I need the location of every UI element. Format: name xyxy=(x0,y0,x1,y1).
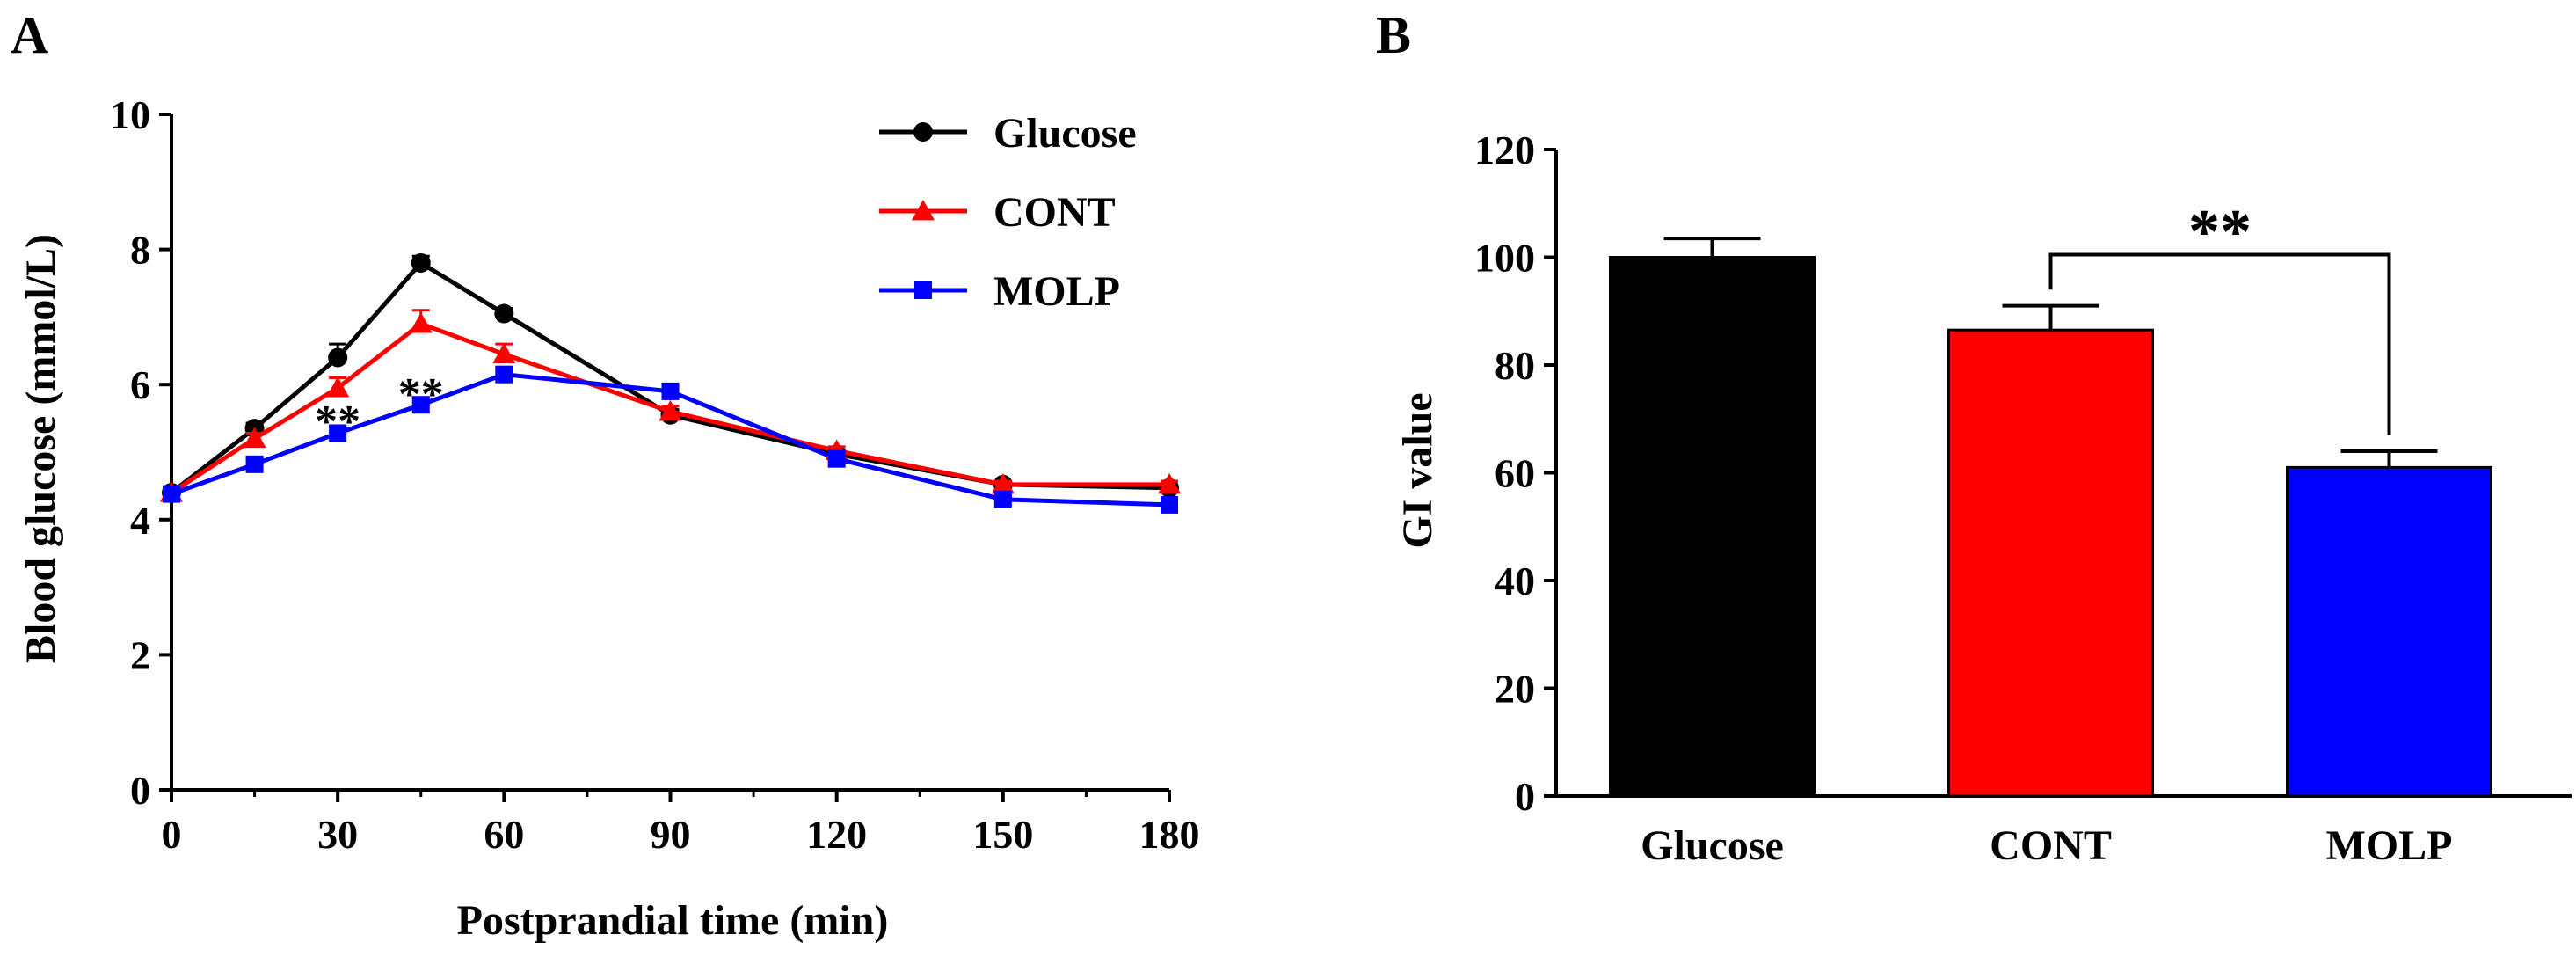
panel-b-significance-mark: ** xyxy=(2188,196,2252,267)
panel-a-data-point xyxy=(243,427,266,449)
panel-b-category-label: Glucose xyxy=(1641,822,1784,869)
panel-a-series-group xyxy=(160,252,1181,514)
panel-a-data-point xyxy=(993,490,1012,508)
panel-a-data-point xyxy=(411,252,431,273)
panel-a-y-tick-label: 0 xyxy=(130,768,150,813)
panel-a-series-molp xyxy=(163,365,1178,514)
panel-a-y-tick-label: 2 xyxy=(130,632,150,677)
panel-a-x-tick-label: 60 xyxy=(484,812,524,857)
panel-a-significance-mark: ** xyxy=(315,397,360,447)
panel-a-data-point xyxy=(991,472,1015,494)
panel-a-legend-label: Glucose xyxy=(993,110,1137,157)
panel-a-data-point xyxy=(163,485,180,503)
panel-a-x-tick-label: 30 xyxy=(317,812,358,857)
panel-a-data-point xyxy=(411,396,430,414)
panel-a-data-point xyxy=(1158,472,1181,494)
panel-b-bar-chart: B GI value 0 20 40 60 80 100 120 Glucose CONT MO… xyxy=(1376,6,2572,869)
panel-a-data-point xyxy=(661,382,680,400)
panel-a-x-tick-label: 90 xyxy=(651,812,691,857)
panel-a-x-tick-label: 150 xyxy=(972,812,1033,857)
panel-a-annotations: ** ** xyxy=(315,369,444,447)
panel-a-legend-label: MOLP xyxy=(993,268,1120,315)
panel-a-significance-mark: ** xyxy=(398,369,444,420)
panel-b-y-tick-label: 40 xyxy=(1495,559,1535,603)
panel-a-y-tick-label: 8 xyxy=(130,228,150,273)
panel-a-data-point xyxy=(827,449,846,468)
panel-b-y-tick-label: 60 xyxy=(1495,451,1535,496)
panel-b-y-tick-label: 120 xyxy=(1474,128,1535,172)
panel-a-legend: Glucose CONT MOLP xyxy=(879,110,1137,315)
panel-a-data-point xyxy=(409,312,433,333)
panel-b-y-axis-title: GI value xyxy=(1394,392,1441,548)
panel-a-label: A xyxy=(11,6,48,64)
panel-a-axes: 0 2 4 6 8 10 0 30 60 90 120 150 180 xyxy=(110,92,1200,857)
panel-a-data-point xyxy=(494,303,514,324)
panel-a-legend-marker xyxy=(913,122,933,142)
panel-b-y-tick-label: 0 xyxy=(1515,774,1535,819)
panel-a-line-chart: A Blood glucose (mmol/L) Postprandial ti… xyxy=(11,6,1200,944)
panel-a-legend-marker xyxy=(912,200,935,221)
panel-a-data-point xyxy=(329,424,347,442)
panel-b-bars-group: Glucose CONT MOLP xyxy=(1609,237,2492,869)
panel-a-legend-marker xyxy=(914,281,932,299)
panel-b-label: B xyxy=(1376,6,1411,64)
panel-b-bar-molp xyxy=(2286,465,2492,798)
panel-a-x-tick-label: 0 xyxy=(162,812,182,857)
panel-a-y-tick-label: 4 xyxy=(130,498,150,543)
panel-b-significance: ** xyxy=(2048,196,2391,435)
panel-b-y-tick-label: 80 xyxy=(1495,343,1535,388)
panel-a-x-tick-label: 180 xyxy=(1139,812,1200,857)
panel-a-data-point xyxy=(492,342,516,364)
panel-b-significance-bracket xyxy=(2048,252,2391,435)
panel-b-y-tick-label: 100 xyxy=(1474,236,1535,281)
panel-a-data-point xyxy=(328,347,348,368)
panel-a-x-tick-label: 120 xyxy=(806,812,867,857)
panel-a-data-point xyxy=(495,365,513,384)
panel-b-category-label: MOLP xyxy=(2326,822,2453,869)
panel-a-y-axis-title: Blood glucose (mmol/L) xyxy=(18,234,64,663)
panel-a-y-tick-label: 10 xyxy=(110,92,150,137)
panel-a-x-axis-title: Postprandial time (min) xyxy=(457,897,889,944)
panel-a-y-tick-label: 6 xyxy=(130,362,150,407)
panel-a-series-cont xyxy=(160,309,1181,502)
panel-b-y-tick-label: 20 xyxy=(1495,667,1535,712)
panel-b-bar-cont xyxy=(1947,328,2154,798)
panel-a-data-point xyxy=(326,376,350,398)
panel-b-bar-glucose xyxy=(1609,256,1816,798)
panel-a-data-point xyxy=(1161,495,1178,514)
panel-a-data-point xyxy=(659,399,682,421)
panel-a-legend-label: CONT xyxy=(993,189,1116,236)
panel-a-data-point xyxy=(245,455,264,473)
panel-b-category-label: CONT xyxy=(1990,822,2112,869)
